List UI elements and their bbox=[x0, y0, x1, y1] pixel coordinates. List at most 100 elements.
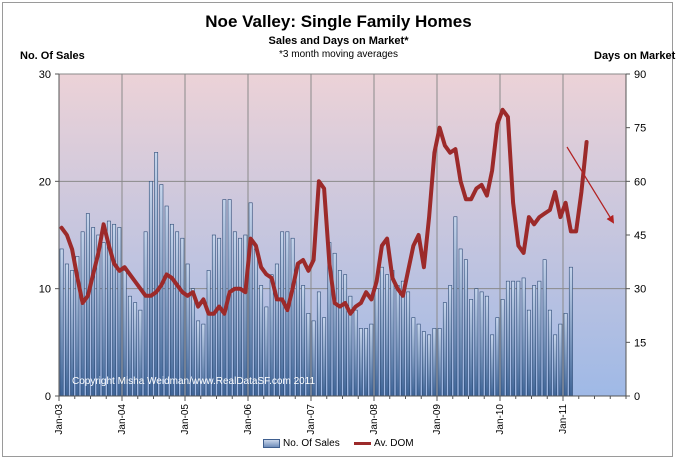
sales-bar bbox=[484, 295, 489, 397]
sales-bar bbox=[432, 328, 437, 397]
sales-bar bbox=[521, 277, 526, 397]
sales-bar bbox=[64, 263, 69, 397]
sales-bar bbox=[332, 252, 337, 397]
sales-bar bbox=[453, 216, 458, 397]
x-tick-label: Jan-11 bbox=[558, 404, 569, 434]
sales-bar bbox=[143, 231, 148, 397]
sales-bar bbox=[442, 302, 447, 397]
sales-bar bbox=[91, 227, 96, 397]
sales-bar bbox=[180, 237, 185, 397]
trend-arrow-group bbox=[566, 146, 615, 224]
chart-subtitle: Sales and Days on Market* bbox=[268, 35, 409, 47]
sales-bar bbox=[243, 234, 248, 397]
sales-bar bbox=[563, 313, 568, 397]
sales-bar bbox=[379, 266, 384, 397]
sales-bar bbox=[280, 231, 285, 397]
sales-bar bbox=[369, 323, 374, 397]
sales-bar bbox=[353, 309, 358, 397]
sales-bar bbox=[463, 259, 468, 397]
y-tick-label-right: 75 bbox=[634, 123, 646, 135]
sales-bar bbox=[537, 280, 542, 397]
sales-bar bbox=[400, 280, 405, 397]
sales-bar bbox=[558, 323, 563, 397]
sales-bar bbox=[169, 223, 174, 397]
sales-bar bbox=[343, 274, 348, 397]
sales-bar bbox=[248, 202, 253, 397]
y-tick-label-left: 30 bbox=[39, 69, 51, 81]
copyright-annotation: Copyright Misha Weidman/www.RealDataSF.c… bbox=[72, 376, 316, 387]
sales-bar bbox=[427, 334, 432, 397]
sales-bar bbox=[448, 285, 453, 397]
y-tick-label-right: 60 bbox=[634, 176, 646, 188]
sales-bar bbox=[117, 227, 122, 397]
legend-label-sales: No. Of Sales bbox=[283, 438, 340, 449]
y-tick-label-left: 10 bbox=[39, 284, 51, 296]
dom-line-group bbox=[59, 107, 589, 316]
sales-bar bbox=[469, 299, 474, 397]
y-tick-label-right: 30 bbox=[634, 284, 646, 296]
dom-line bbox=[59, 107, 589, 316]
y-tick-label-right: 0 bbox=[634, 391, 640, 403]
legend-swatch-sales bbox=[263, 439, 280, 448]
sales-bar bbox=[479, 291, 484, 397]
trend-arrow bbox=[566, 146, 615, 224]
x-tick-label: Jan-08 bbox=[369, 404, 380, 435]
sales-bar bbox=[526, 309, 531, 397]
sales-bar bbox=[164, 205, 169, 397]
sales-bar bbox=[390, 270, 395, 397]
sales-bar bbox=[337, 270, 342, 397]
y-axis-right-title: Days on Market bbox=[594, 50, 676, 62]
sales-bars bbox=[59, 152, 573, 397]
y-tick-label-right: 90 bbox=[634, 69, 646, 81]
legend-item-dom: Av. DOM bbox=[354, 438, 414, 449]
x-tick-label: Jan-07 bbox=[306, 404, 317, 435]
sales-bar bbox=[395, 285, 400, 397]
x-tick-label: Jan-04 bbox=[117, 404, 128, 435]
sales-bar bbox=[175, 231, 180, 397]
sales-bar bbox=[290, 237, 295, 397]
sales-bar bbox=[285, 231, 290, 397]
sales-bar bbox=[159, 184, 164, 397]
legend-swatch-dom bbox=[354, 442, 371, 445]
sales-bar bbox=[59, 248, 64, 397]
sales-bar bbox=[385, 274, 390, 397]
plot-area bbox=[59, 74, 626, 396]
sales-bar bbox=[238, 237, 243, 397]
y-tick-label-right: 45 bbox=[634, 230, 646, 242]
chart-title: Noe Valley: Single Family Homes bbox=[205, 12, 472, 31]
sales-bar bbox=[490, 334, 495, 397]
sales-bar bbox=[416, 323, 421, 397]
sales-bar bbox=[364, 328, 369, 397]
chart-note: *3 month moving averages bbox=[279, 49, 398, 60]
sales-bar bbox=[511, 280, 516, 397]
x-tick-label: Jan-03 bbox=[54, 404, 65, 435]
sales-bar bbox=[547, 309, 552, 397]
sales-bar bbox=[500, 299, 505, 397]
sales-bar bbox=[148, 181, 153, 397]
sales-bar bbox=[112, 223, 117, 397]
sales-bar bbox=[474, 288, 479, 397]
sales-bar bbox=[85, 213, 90, 397]
x-tick-label: Jan-05 bbox=[180, 404, 191, 435]
x-tick-label: Jan-10 bbox=[495, 404, 506, 435]
sales-bar bbox=[253, 248, 258, 397]
sales-bar bbox=[411, 317, 416, 397]
sales-bar bbox=[406, 291, 411, 397]
sales-bar bbox=[568, 266, 573, 397]
sales-bar bbox=[505, 280, 510, 397]
sales-bar bbox=[532, 285, 537, 397]
sales-bar bbox=[316, 291, 321, 397]
legend-label-dom: Av. DOM bbox=[374, 438, 414, 449]
sales-bar bbox=[222, 199, 227, 397]
sales-bar bbox=[553, 334, 558, 397]
sales-bar bbox=[458, 248, 463, 397]
sales-bar bbox=[542, 259, 547, 397]
sales-bar bbox=[154, 152, 159, 397]
sales-bar bbox=[437, 328, 442, 397]
sales-bar bbox=[516, 280, 521, 397]
y-tick-label-right: 15 bbox=[634, 337, 646, 349]
axes: 0 10 20 30 0 15 30 45 60 75 90 Jan-03 Jan-04 Jan-05 Ja… bbox=[39, 69, 647, 435]
x-tick-label: Jan-09 bbox=[432, 404, 443, 435]
sales-bar bbox=[495, 317, 500, 397]
